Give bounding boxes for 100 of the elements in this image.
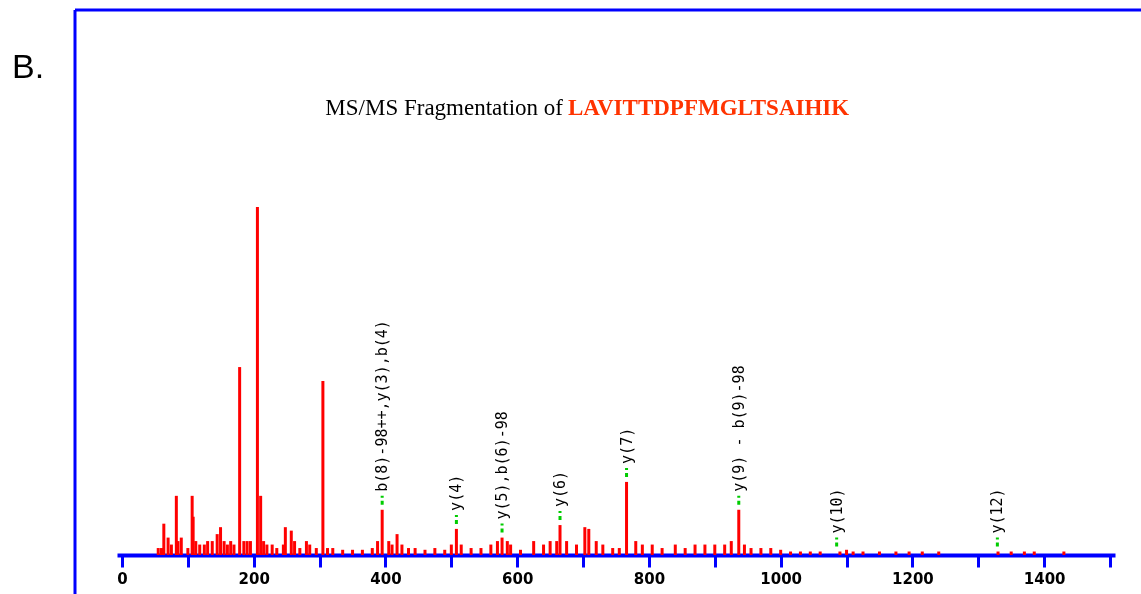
bar	[331, 548, 335, 555]
bar	[723, 544, 727, 555]
bar	[186, 548, 190, 555]
bar	[617, 548, 621, 555]
x-tick-label: 1200	[892, 569, 934, 588]
x-tick-label: 1000	[760, 569, 803, 588]
bar	[413, 548, 417, 555]
bar	[370, 548, 374, 555]
bar	[808, 551, 812, 555]
bar	[219, 527, 223, 555]
chart-title: MS/MS Fragmentation of	[325, 95, 564, 120]
bar	[229, 541, 233, 555]
bar	[907, 551, 911, 555]
bar	[275, 548, 279, 555]
annotation: y(10)	[827, 488, 846, 534]
bar	[673, 544, 677, 555]
x-tick-label: 600	[502, 569, 534, 588]
bar	[387, 541, 391, 555]
bar	[433, 548, 437, 555]
bar	[861, 551, 865, 555]
bar	[587, 528, 591, 555]
x-tick-label: 1400	[1023, 569, 1066, 588]
bar	[548, 541, 552, 555]
bar	[248, 541, 252, 555]
bar	[1032, 551, 1036, 555]
bar	[376, 541, 380, 555]
bar	[683, 548, 687, 555]
x-tick-label: 800	[633, 569, 666, 588]
text: B.	[12, 47, 45, 85]
annotation: y(6)	[551, 470, 570, 508]
annotation: y(5),b(6)-98	[493, 411, 512, 520]
bar	[238, 367, 242, 555]
bar	[326, 548, 329, 555]
bar	[289, 530, 293, 555]
bar	[255, 206, 259, 555]
bar	[265, 544, 269, 555]
bar	[634, 541, 638, 555]
bar	[206, 541, 210, 555]
bar	[818, 551, 822, 555]
bar	[996, 551, 1000, 555]
bar	[341, 549, 345, 555]
bar	[202, 544, 206, 555]
bar	[693, 544, 697, 555]
bar	[304, 541, 308, 555]
bar	[395, 534, 399, 555]
bar	[789, 551, 793, 555]
bar	[625, 481, 629, 555]
bar	[845, 549, 849, 555]
bar	[314, 548, 318, 555]
bar	[198, 544, 202, 555]
annotation: y(9) - b(9)-98	[729, 365, 748, 492]
bar	[1009, 551, 1013, 555]
bar	[518, 549, 522, 555]
bar	[749, 548, 753, 555]
bar	[179, 537, 183, 555]
bar	[156, 548, 160, 555]
bar	[166, 537, 170, 555]
bar	[449, 544, 453, 555]
bar	[1062, 551, 1066, 555]
chart-subtitle: LAVITTDPFMGLTSAIHIK	[568, 95, 850, 120]
bar	[769, 548, 773, 555]
bar	[390, 544, 394, 555]
bar	[321, 380, 325, 555]
bar	[894, 551, 898, 555]
bar	[937, 551, 941, 555]
bar	[505, 541, 509, 555]
bar	[225, 544, 229, 555]
bar	[1022, 551, 1026, 555]
bar	[729, 541, 733, 555]
bar	[583, 527, 587, 555]
bar	[838, 551, 842, 555]
bar	[779, 549, 783, 555]
bar	[542, 544, 546, 555]
bar	[532, 541, 536, 555]
bar	[594, 541, 598, 555]
bar	[162, 523, 166, 555]
bar	[650, 544, 654, 555]
bar	[574, 544, 578, 555]
bar	[759, 548, 763, 555]
bar	[742, 544, 746, 555]
bar	[270, 544, 274, 555]
bar	[380, 509, 384, 555]
bar	[210, 541, 214, 555]
bar	[737, 509, 741, 555]
bar	[454, 528, 458, 555]
bar	[877, 551, 881, 555]
bar	[489, 544, 493, 555]
annotation: b(8)-98++,y(3),b(4)	[373, 320, 392, 492]
x-tick-label: 200	[238, 569, 270, 588]
bar	[703, 544, 707, 555]
bar	[851, 551, 855, 555]
bar	[713, 544, 717, 555]
bar	[495, 541, 499, 555]
bar	[423, 549, 427, 555]
bar	[443, 549, 447, 555]
x-tick-label: 400	[370, 569, 402, 588]
x-tick-label: 0	[117, 569, 128, 588]
bar	[459, 544, 463, 555]
bar	[407, 548, 411, 555]
bar	[298, 548, 302, 555]
